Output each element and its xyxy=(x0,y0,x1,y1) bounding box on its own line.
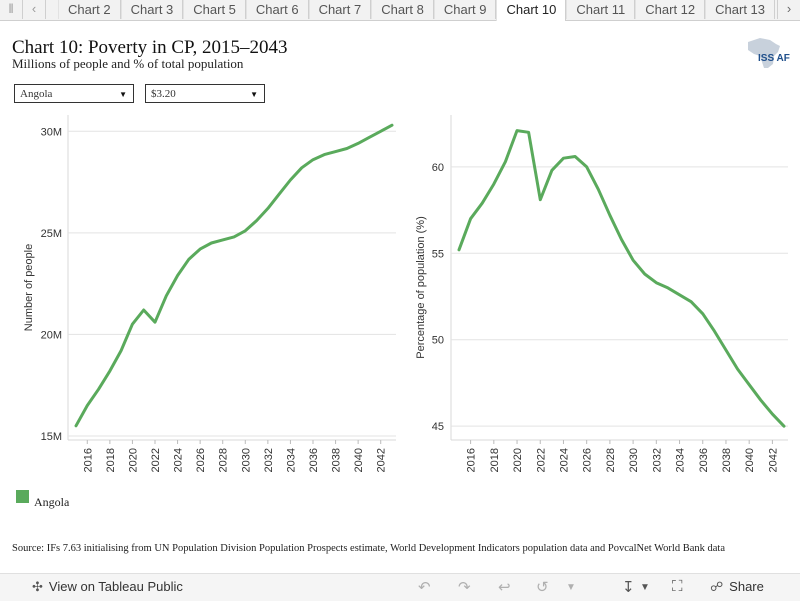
x-tick-label: 2042 xyxy=(767,448,779,472)
x-tick-label: 2038 xyxy=(721,448,733,472)
dropdown-arrow-icon: ▼ xyxy=(119,90,127,99)
page-subtitle: Millions of people and % of total popula… xyxy=(12,56,244,71)
y-tick-label: 45 xyxy=(432,421,444,433)
x-tick-label: 2030 xyxy=(628,448,640,472)
tab-chart-9[interactable]: Chart 9 xyxy=(433,0,497,19)
y-tick-label: 55 xyxy=(432,248,444,260)
x-tick-label: 2032 xyxy=(651,448,663,472)
x-tick-label: 2018 xyxy=(105,448,117,472)
prev-tab-button[interactable]: ‹ xyxy=(23,0,46,19)
y-axis-title: Number of people xyxy=(23,244,35,331)
tab-chart-8[interactable]: Chart 8 xyxy=(371,0,434,19)
chart-1: 15M 20M 25M 30M 2016 2018 2020 2022 2024 2026 2028… xyxy=(23,115,396,472)
dropdown-arrow-icon: ▼ xyxy=(250,90,258,99)
x-tick-label: 2042 xyxy=(376,448,388,472)
poverty-line-dropdown[interactable]: $3.20 ▼ xyxy=(145,84,265,103)
download-menu-chevron-icon[interactable]: ▼ xyxy=(640,582,650,593)
tab-chart-12[interactable]: Chart 12 xyxy=(635,0,706,19)
tab-chart-10[interactable]: Chart 10 xyxy=(496,0,567,21)
x-tick-label: 2024 xyxy=(558,448,570,472)
x-tick-label: 2034 xyxy=(675,448,687,472)
chart-2: 45 50 55 60 2016 2018 2020 2022 2024 2026 2028 2030… xyxy=(415,115,788,472)
tab-chart-7[interactable]: Chart 7 xyxy=(308,0,372,19)
x-tick-label: 2038 xyxy=(331,448,343,472)
x-tick-label: 2032 xyxy=(263,448,275,472)
x-tick-label: 2022 xyxy=(150,448,162,472)
y-tick-label: 15M xyxy=(41,431,62,443)
chevron-right-icon: › xyxy=(786,1,792,16)
x-tick-label: 2018 xyxy=(489,448,501,472)
refresh-icon[interactable]: ↺ xyxy=(536,579,549,596)
share-icon: ☍ xyxy=(710,579,724,594)
redo-icon[interactable]: ↷ xyxy=(458,579,471,596)
chevron-double-left-icon: ‖ xyxy=(8,1,14,16)
x-tick-label: 2040 xyxy=(744,448,756,472)
view-public-label: View on Tableau Public xyxy=(48,579,183,594)
x-tick-label: 2028 xyxy=(218,448,230,472)
y-tick-label: 25M xyxy=(41,228,62,240)
charts-area: 15M 20M 25M 30M 2016 2018 2020 2022 2024 2026 2028… xyxy=(23,115,788,472)
country-dropdown[interactable]: Angola ▼ xyxy=(14,84,134,103)
iss-africa-logo: ISS AF xyxy=(748,38,790,68)
source-note: Source: IFs 7.63 initialising from UN Po… xyxy=(12,543,725,554)
country-dropdown-value: Angola xyxy=(20,88,53,100)
page-title: Chart 10: Poverty in CP, 2015–2043 xyxy=(12,37,288,58)
x-tick-label: 2024 xyxy=(173,448,185,472)
download-icon[interactable]: ↧ xyxy=(622,579,635,596)
x-tick-label: 2020 xyxy=(512,448,524,472)
share-label: Share xyxy=(729,579,764,594)
x-tick-label: 2016 xyxy=(82,448,94,472)
x-tick-label: 2026 xyxy=(582,448,594,472)
view-on-tableau-public-link[interactable]: ✣ View on Tableau Public xyxy=(32,579,183,595)
x-tick-label: 2026 xyxy=(195,448,207,472)
tab-chart-6[interactable]: Chart 6 xyxy=(245,0,309,19)
x-tick-label: 2040 xyxy=(353,448,365,472)
next-tab-button[interactable]: › xyxy=(777,0,800,19)
tableau-logo-icon: ✣ xyxy=(32,579,43,594)
x-tick-label: 2022 xyxy=(535,448,547,472)
x-tick-label: 2028 xyxy=(605,448,617,472)
refresh-menu-chevron-icon[interactable]: ▼ xyxy=(566,582,576,593)
tab-chart-13[interactable]: Chart 13 xyxy=(705,0,776,19)
logo-text: ISS AF xyxy=(758,53,790,64)
tableau-toolbar: ✣ View on Tableau Public ↶ ↷ ↩ ↺ ▼ ↧ ▼ ⛶ … xyxy=(0,573,800,601)
poverty-line-dropdown-value: $3.20 xyxy=(151,88,176,100)
tab-list: Chart 2 Chart 3 Chart 5 Chart 6 Chart 7 Chart… xyxy=(58,0,776,21)
x-tick-label: 2036 xyxy=(698,448,710,472)
y-tick-label: 20M xyxy=(41,329,62,341)
tab-chart-3[interactable]: Chart 3 xyxy=(120,0,184,19)
chevron-left-icon: ‹ xyxy=(31,1,37,16)
revert-icon[interactable]: ↩ xyxy=(498,579,511,596)
tab-chart-5[interactable]: Chart 5 xyxy=(183,0,246,19)
y-tick-label: 60 xyxy=(432,162,444,174)
series-line-angola xyxy=(74,123,394,428)
x-tick-label: 2016 xyxy=(466,448,478,472)
y-tick-label: 30M xyxy=(41,126,62,138)
tab-chart-11[interactable]: Chart 11 xyxy=(566,0,636,19)
series-line-angola xyxy=(457,129,786,428)
fullscreen-icon[interactable]: ⛶ xyxy=(672,578,683,595)
first-tab-button[interactable]: ‖ xyxy=(0,0,23,19)
x-tick-label: 2020 xyxy=(127,448,139,472)
x-tick-label: 2030 xyxy=(240,448,252,472)
tab-chart-2[interactable]: Chart 2 xyxy=(58,0,121,19)
legend-label[interactable]: Angola xyxy=(34,495,70,509)
legend-swatch[interactable] xyxy=(16,490,29,503)
y-axis-title: Percentage of population (%) xyxy=(415,216,427,358)
undo-icon[interactable]: ↶ xyxy=(418,579,431,596)
y-tick-label: 50 xyxy=(432,335,444,347)
x-tick-label: 2036 xyxy=(308,448,320,472)
share-button[interactable]: ☍ Share xyxy=(710,579,764,595)
x-tick-label: 2034 xyxy=(285,448,297,472)
